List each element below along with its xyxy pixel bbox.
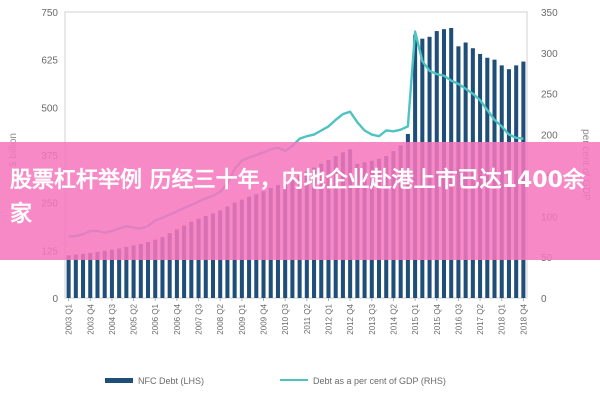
bar-nfc-debt <box>88 253 93 298</box>
x-tick-label: 2007 Q3 <box>195 303 204 334</box>
right-tick-label: 200 <box>541 131 558 142</box>
bar-nfc-debt <box>138 243 143 298</box>
x-tick-label: 2012 Q1 <box>324 303 333 334</box>
x-tick-label: 2015 Q1 <box>411 303 420 334</box>
headline-text: 股票杠杆举例 历经三十年，内地企业赴港上市已达1400余家 <box>10 168 585 227</box>
x-tick-label: 2003 Q4 <box>86 303 95 334</box>
bar-nfc-debt <box>145 241 151 298</box>
x-tick-label: 2006 Q1 <box>151 303 160 334</box>
x-tick-label: 2008 Q2 <box>216 303 225 334</box>
bar-nfc-debt <box>131 245 136 298</box>
headline-banner: 股票杠杆举例 历经三十年，内地企业赴港上市已达1400余家 <box>0 142 600 260</box>
legend: NFC Debt (LHS) Debt as a per cent of GDP… <box>105 376 446 386</box>
left-tick-label: 500 <box>41 103 58 114</box>
right-tick-label: 300 <box>541 49 558 60</box>
x-tick-label: 2012 Q4 <box>346 303 355 334</box>
legend-swatch-nfc-debt <box>105 378 133 383</box>
right-tick-label: 0 <box>541 294 547 305</box>
x-tick-label: 2018 Q1 <box>498 303 507 334</box>
right-tick-label: 350 <box>541 8 558 19</box>
right-tick-label: 250 <box>541 90 558 101</box>
bar-nfc-debt <box>81 253 86 298</box>
bar-nfc-debt <box>174 229 179 298</box>
x-tick-label: 2009 Q4 <box>260 303 269 334</box>
x-tick-label: 2013 Q3 <box>368 303 377 334</box>
bar-nfc-debt <box>117 248 122 298</box>
bar-nfc-debt <box>102 250 107 298</box>
left-tick-label: 0 <box>52 294 58 305</box>
bar-nfc-debt <box>124 246 129 298</box>
x-tick-label: 2006 Q4 <box>173 303 182 334</box>
x-tick-label: 2015 Q4 <box>433 303 442 334</box>
legend-label-nfc-debt: NFC Debt (LHS) <box>138 376 204 386</box>
x-tick-label: 2014 Q2 <box>389 303 398 334</box>
x-tick-label: 2004 Q3 <box>108 303 117 334</box>
bar-nfc-debt <box>160 236 165 298</box>
x-axis: 2003 Q1 2003 Q4 2004 Q3 2005 Q2 2006 Q1 2006 … <box>65 298 528 335</box>
x-tick-label: 2009 Q1 <box>238 303 247 334</box>
x-tick-label: 2011 Q2 <box>303 303 312 334</box>
bar-nfc-debt <box>109 249 114 298</box>
left-tick-label: 750 <box>41 8 58 19</box>
bar-nfc-debt <box>66 255 71 298</box>
x-tick-label: 2016 Q3 <box>454 303 463 334</box>
x-tick-label: 2005 Q2 <box>130 303 139 334</box>
bar-nfc-debt <box>73 254 78 298</box>
x-tick-label: 2010 Q3 <box>281 303 290 334</box>
bar-nfc-debt <box>153 239 158 298</box>
left-tick-label: 625 <box>41 56 58 67</box>
bar-nfc-debt <box>167 233 172 298</box>
x-tick-label: 2017 Q2 <box>476 303 485 334</box>
x-tick-label: 2018 Q4 <box>519 303 528 334</box>
x-tick-label: 2003 Q1 <box>65 303 74 334</box>
legend-label-debt-gdp: Debt as a per cent of GDP (RHS) <box>313 376 446 386</box>
bar-nfc-debt <box>95 251 100 298</box>
bar-nfc-debt <box>182 225 187 298</box>
